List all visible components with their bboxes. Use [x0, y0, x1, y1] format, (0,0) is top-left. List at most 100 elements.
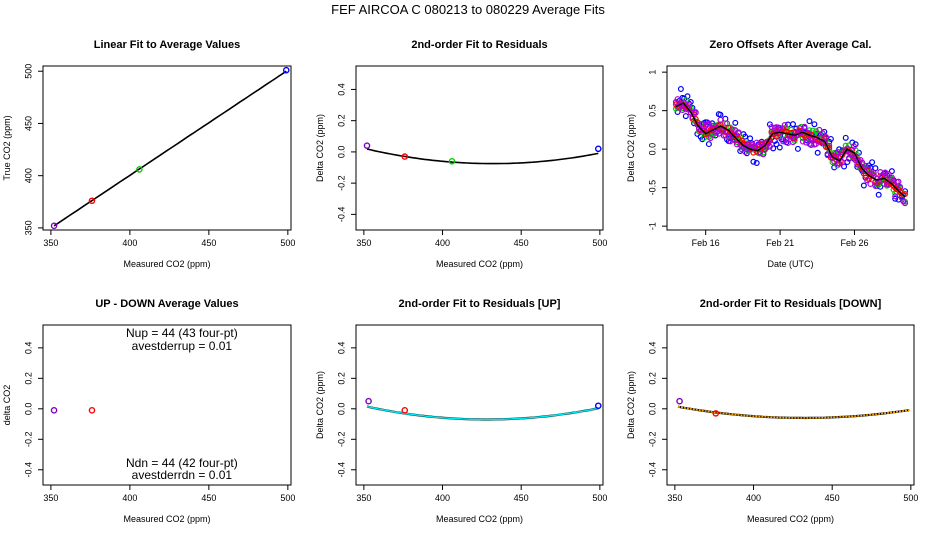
data-point	[844, 145, 851, 152]
chart-title: 2nd-order Fit to Residuals [UP]	[399, 298, 561, 310]
y-tick-label: 0.0	[23, 403, 33, 416]
data-point	[697, 126, 704, 133]
data-point	[862, 162, 869, 169]
data-point	[882, 169, 889, 176]
data-point	[773, 141, 780, 148]
y-axis-label: delta CO2	[2, 385, 12, 426]
y-axis-label: Delta CO2 (ppm)	[626, 114, 636, 182]
x-tick-label: 350	[356, 238, 371, 248]
chart-residual-up: 2nd-order Fit to Residuals [UP] Measured …	[315, 298, 607, 524]
plot-frame	[42, 65, 292, 231]
plot-frame	[355, 324, 604, 486]
data-point	[789, 121, 796, 128]
data-point	[365, 397, 372, 405]
x-tick-label: 450	[201, 493, 216, 503]
fit-curve	[53, 70, 287, 227]
data-point	[757, 149, 764, 156]
data-point	[758, 140, 765, 147]
x-tick-label: 400	[435, 238, 450, 248]
data-point	[677, 85, 684, 92]
y-axis-label: Delta CO2 (ppm)	[626, 371, 636, 439]
y-tick-label: 400	[23, 168, 33, 183]
plot-area	[676, 397, 910, 420]
x-tick-label: 500	[903, 493, 918, 503]
data-point	[776, 124, 783, 131]
annotation-nup: Nup = 44 (43 four-pt)	[126, 326, 238, 340]
data-point	[700, 127, 707, 134]
chart-linear-fit: Linear Fit to Average Values Measured CO2…	[2, 39, 295, 269]
x-tick-label: 400	[122, 238, 137, 248]
data-point	[865, 166, 872, 173]
x-axis-label: Measured CO2 (ppm)	[436, 259, 523, 269]
data-point	[803, 139, 810, 146]
x-tick-label: Feb 21	[766, 238, 794, 248]
y-tick-label: -0.4	[336, 462, 346, 478]
x-axis-label: Measured CO2 (ppm)	[123, 259, 210, 269]
data-point	[880, 180, 887, 187]
data-point	[728, 126, 735, 133]
chart-up-down: UP - DOWN Average Values Measured CO2 (pp…	[2, 298, 295, 524]
data-point	[732, 119, 739, 126]
y-tick-label: 0.0	[336, 403, 346, 416]
x-tick-label: 450	[514, 238, 529, 248]
x-axis-label: Measured CO2 (ppm)	[436, 514, 523, 524]
data-point	[885, 171, 892, 178]
y-tick-label: -0.5	[647, 180, 657, 196]
data-point	[677, 101, 684, 108]
data-point	[892, 193, 899, 200]
data-point	[831, 158, 838, 165]
x-tick-label: 500	[280, 493, 295, 503]
data-point	[401, 153, 409, 160]
data-point	[788, 126, 795, 133]
plot-area	[50, 66, 290, 230]
y-tick-label: 0.2	[647, 372, 657, 385]
plot-frame	[355, 65, 604, 231]
data-point	[834, 149, 841, 156]
data-point	[733, 141, 740, 148]
data-point	[875, 191, 882, 198]
x-tick-label: 500	[592, 493, 607, 503]
chart-residual-fit: 2nd-order Fit to Residuals Measured CO2 (…	[315, 39, 607, 269]
annotation-ndn: Ndn = 44 (42 four-pt)	[126, 456, 238, 470]
data-point	[401, 407, 409, 414]
y-axis-label: Delta CO2 (ppm)	[315, 371, 325, 439]
fit-curve	[677, 405, 910, 419]
data-point	[745, 141, 752, 148]
data-point	[282, 66, 290, 74]
data-point	[864, 177, 871, 184]
data-point	[888, 168, 895, 175]
x-axis-label: Measured CO2 (ppm)	[123, 514, 210, 524]
trend-line	[675, 102, 906, 198]
x-tick-label: 400	[746, 493, 761, 503]
data-point	[806, 118, 813, 125]
data-point	[780, 138, 787, 145]
x-tick-label: 350	[43, 238, 58, 248]
data-point	[705, 120, 712, 127]
y-tick-label: -0.4	[647, 462, 657, 478]
chart-title: Linear Fit to Average Values	[94, 39, 241, 51]
y-tick-label: 1	[647, 70, 657, 75]
data-point	[850, 143, 857, 150]
data-point	[814, 149, 821, 156]
y-tick-label: 0.5	[647, 104, 657, 117]
data-point	[776, 144, 783, 151]
data-point	[870, 170, 877, 177]
data-point	[897, 184, 904, 191]
data-point	[902, 200, 909, 207]
data-point	[722, 132, 729, 139]
x-tick-label: 500	[592, 238, 607, 248]
data-point	[50, 407, 58, 414]
data-point	[750, 158, 757, 165]
data-point	[860, 182, 867, 189]
data-point	[712, 410, 720, 417]
x-tick-label: 400	[435, 493, 450, 503]
fit-curve	[366, 405, 599, 421]
data-point	[730, 136, 737, 143]
chart-title: 2nd-order Fit to Residuals	[411, 39, 547, 51]
data-point	[816, 126, 823, 133]
page-title: FEF AIRCOA C 080213 to 080229 Average Fi…	[331, 2, 605, 17]
data-point	[892, 195, 899, 202]
y-tick-label: 450	[23, 116, 33, 131]
data-point	[819, 130, 826, 137]
plot-frame	[42, 324, 292, 486]
